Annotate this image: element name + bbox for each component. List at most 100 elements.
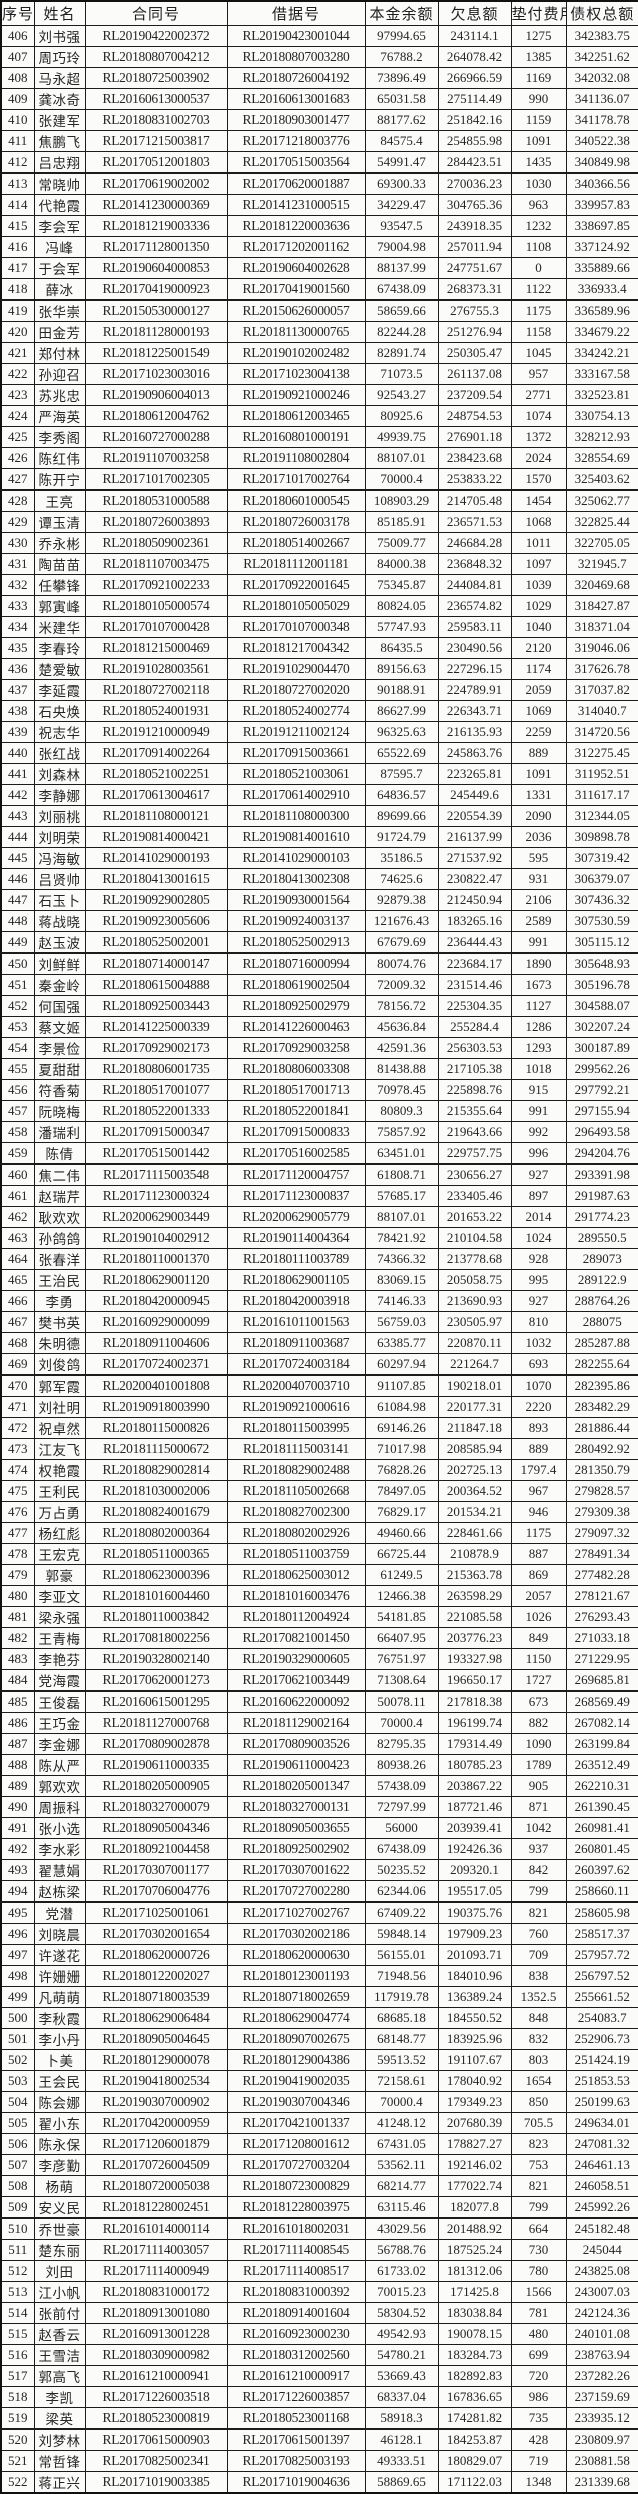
cell-total: 255661.52: [565, 1986, 638, 2008]
cell-receipt: RL20180514002667: [226, 532, 366, 554]
cell-fee: 1158: [510, 321, 567, 343]
cell-contract: RL20170619002002: [84, 172, 228, 195]
cell-total: 325062.77: [565, 489, 638, 512]
cell-fee: 842: [510, 1859, 567, 1881]
cell-interest: 225898.76: [437, 1079, 512, 1101]
cell-contract: RL20180802000364: [84, 1522, 228, 1544]
cell-serial: 489: [0, 1775, 35, 1797]
cell-principal: 78156.72: [364, 995, 439, 1017]
cell-total: 263512.49: [565, 1754, 638, 1776]
cell-interest: 210878.9: [437, 1543, 512, 1565]
cell-serial: 454: [0, 1037, 35, 1059]
cell-serial: 422: [0, 363, 35, 385]
cell-fee: 1890: [510, 952, 567, 975]
cell-contract: RL20190418002534: [84, 2070, 228, 2092]
column-header-interest: 欠息额: [437, 0, 512, 26]
table-row: 507 李彦勤 RL20170726004509 RL20170727003204 53…: [0, 2154, 638, 2176]
cell-interest: 190375.76: [437, 1901, 512, 1924]
cell-serial: 411: [0, 130, 35, 152]
cell-interest: 275114.49: [437, 88, 512, 110]
cell-name: 符香菊: [33, 1079, 86, 1101]
cell-principal: 75009.77: [364, 532, 439, 554]
cell-fee: 760: [510, 1923, 567, 1945]
cell-principal: 58918.3: [364, 2407, 439, 2430]
cell-receipt: RL20191029004470: [226, 658, 366, 680]
cell-serial: 441: [0, 763, 35, 785]
cell-name: 刘森林: [33, 763, 86, 785]
table-row: 450 刘鲜鲜 RL20180714000147 RL20180716000994 80…: [0, 952, 638, 975]
cell-serial: 514: [0, 2302, 35, 2324]
cell-name: 刘俊鸽: [33, 1353, 86, 1376]
cell-interest: 182077.8: [437, 2196, 512, 2219]
table-row: 443 刘丽桃 RL20181108000121 RL20181108000300 89…: [0, 805, 638, 827]
cell-receipt: RL20180612003465: [226, 405, 366, 427]
cell-interest: 304765.36: [437, 194, 512, 216]
cell-interest: 178827.27: [437, 2133, 512, 2155]
table-row: 498 许姗姗 RL20180122002027 RL20180123001193 71…: [0, 1965, 638, 1987]
table-header-row: 序号姓名合同号借据号本金余额欠息额垫付费用债权总额: [0, 0, 638, 26]
cell-name: 江友飞: [33, 1438, 86, 1460]
cell-receipt: RL20181112001181: [226, 553, 366, 575]
table-row: 464 张春洋 RL20180110001370 RL20180111003789 74…: [0, 1248, 638, 1270]
cell-receipt: RL20171208001612: [226, 2133, 366, 2155]
cell-interest: 261137.08: [437, 363, 512, 385]
cell-principal: 43029.56: [364, 2217, 439, 2240]
cell-fee: 2120: [510, 637, 567, 659]
cell-interest: 230490.56: [437, 637, 512, 659]
cell-serial: 445: [0, 847, 35, 869]
cell-serial: 517: [0, 2365, 35, 2387]
cell-name: 石玉卜: [33, 889, 86, 911]
cell-name: 卜美: [33, 2049, 86, 2071]
table-row: 427 陈开宁 RL20171017002305 RL20171017002764 70…: [0, 468, 638, 491]
cell-contract: RL20180413001615: [84, 868, 228, 890]
cell-principal: 71948.56: [364, 1965, 439, 1987]
cell-fee: 803: [510, 2049, 567, 2071]
cell-principal: 54181.85: [364, 1606, 439, 1628]
cell-interest: 236571.53: [437, 511, 512, 533]
cell-name: 焦鹏飞: [33, 130, 86, 152]
cell-total: 243007.03: [565, 2281, 638, 2303]
cell-principal: 88107.01: [364, 447, 439, 469]
cell-fee: 1232: [510, 215, 567, 237]
cell-contract: RL20180623000396: [84, 1564, 228, 1586]
cell-fee: 991: [510, 931, 567, 954]
cell-interest: 266966.59: [437, 67, 512, 89]
cell-interest: 183925.96: [437, 2028, 512, 2050]
cell-principal: 78497.05: [364, 1480, 439, 1502]
cell-name: 郑付林: [33, 342, 86, 364]
cell-name: 米建华: [33, 616, 86, 638]
cell-receipt: RL20180629001105: [226, 1269, 366, 1291]
cell-principal: 49333.51: [364, 2450, 439, 2472]
cell-interest: 171425.8: [437, 2281, 512, 2303]
cell-total: 278121.67: [565, 1585, 638, 1607]
cell-interest: 174281.82: [437, 2407, 512, 2430]
cell-interest: 182892.83: [437, 2365, 512, 2387]
cell-fee: 946: [510, 1501, 567, 1523]
cell-name: 谭玉清: [33, 511, 86, 533]
cell-total: 282255.64: [565, 1353, 638, 1376]
cell-serial: 485: [0, 1690, 35, 1713]
cell-serial: 413: [0, 172, 35, 195]
cell-fee: 730: [510, 2239, 567, 2261]
cell-interest: 223684.17: [437, 952, 512, 975]
cell-contract: RL20190814000421: [84, 826, 228, 848]
cell-serial: 443: [0, 805, 35, 827]
cell-serial: 446: [0, 868, 35, 890]
cell-total: 342032.08: [565, 67, 638, 89]
cell-fee: 735: [510, 2407, 567, 2430]
cell-receipt: RL20170620001887: [226, 172, 366, 195]
cell-principal: 61808.71: [364, 1163, 439, 1186]
cell-receipt: RL20180129004386: [226, 2049, 366, 2071]
cell-total: 251424.19: [565, 2049, 638, 2071]
table-row: 449 赵玉波 RL20180525002001 RL20180525002913 67…: [0, 931, 638, 954]
cell-total: 322825.44: [565, 511, 638, 533]
cell-receipt: RL20180511003759: [226, 1543, 366, 1565]
cell-fee: 1091: [510, 130, 567, 152]
cell-contract: RL20180720005038: [84, 2175, 228, 2197]
cell-fee: 1352.5: [510, 1986, 567, 2008]
cell-name: 陈会娜: [33, 2091, 86, 2113]
cell-contract: RL20180509002361: [84, 532, 228, 554]
cell-serial: 510: [0, 2217, 35, 2240]
cell-receipt: RL20180205001347: [226, 1775, 366, 1797]
cell-receipt: RL20180522001841: [226, 1100, 366, 1122]
